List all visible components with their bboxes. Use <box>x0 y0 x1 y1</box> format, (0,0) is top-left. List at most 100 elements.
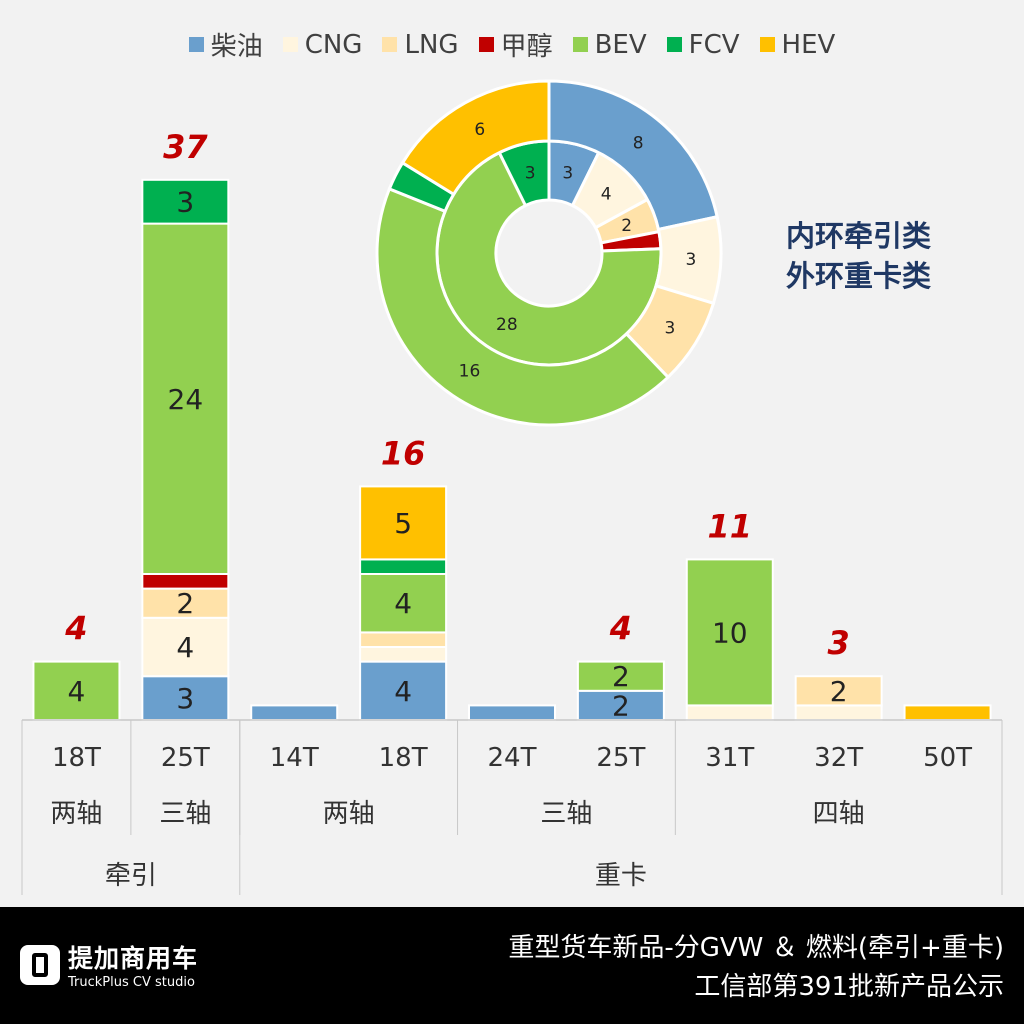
donut-slice-label: 3 <box>525 164 536 184</box>
category-label: 24T <box>488 743 537 773</box>
bar-segment-甲醇 <box>141 573 230 590</box>
legend-swatch <box>188 37 204 52</box>
bar-total-label: 4 <box>609 610 632 648</box>
legend-label: FCV <box>688 29 740 60</box>
bar-segment-label: 4 <box>176 631 194 664</box>
bar-segment-label: 2 <box>830 675 848 708</box>
legend-label: HEV <box>781 29 836 60</box>
logo: 提加商用车 TruckPlus CV studio <box>20 939 198 990</box>
legend-swatch <box>282 37 298 52</box>
bar-total-label: 16 <box>381 434 426 472</box>
legend-swatch <box>759 37 775 52</box>
bar-segment-BEV <box>141 222 230 575</box>
bar-segment-label: 10 <box>712 616 748 649</box>
donut-slice-label: 28 <box>496 315 518 335</box>
bar-total-label: 4 <box>64 610 87 648</box>
bar-segment-label: 4 <box>394 587 412 620</box>
logo-icon <box>20 944 60 985</box>
category-label: 14T <box>270 743 319 773</box>
note-outer: 外环重卡类 <box>786 259 932 293</box>
legend-item: LNG <box>382 26 459 63</box>
bar-segment-BEV <box>32 660 121 721</box>
type-group-label: 牵引 <box>105 861 157 891</box>
legend-item: CNG <box>282 26 363 63</box>
bar-total-label: 37 <box>163 128 208 166</box>
bar-total-label: 3 <box>828 624 850 662</box>
bar-segment-label: 4 <box>394 675 412 708</box>
axle-group-label: 三轴 <box>159 799 211 829</box>
bar-segment-label: 2 <box>176 587 194 620</box>
bar-segment-label: 4 <box>68 675 86 708</box>
bar-segment-BEV <box>576 660 665 692</box>
donut-slice-label: 2 <box>621 216 632 236</box>
logo-subtext: TruckPlus CV studio <box>68 975 195 990</box>
bar-segment-柴油 <box>468 704 556 722</box>
legend-swatch <box>478 37 494 52</box>
footer-subtitle: 工信部第391批新产品公示 <box>694 972 1004 1002</box>
type-group-label: 重卡 <box>595 861 647 891</box>
donut-slice-label: 4 <box>601 185 612 205</box>
legend-item: BEV <box>572 26 647 63</box>
note-inner: 内环牵引类 <box>786 219 932 253</box>
bar-segment-FCV <box>359 558 448 576</box>
bar-segment-label: 3 <box>176 186 194 219</box>
logo-text: 提加商用车 <box>68 944 199 973</box>
donut-slice-label: 8 <box>633 134 644 154</box>
bar-segment-HEV <box>903 704 992 722</box>
bar-segment-柴油 <box>250 704 339 722</box>
bar-segment-BEV <box>685 558 774 707</box>
category-label: 32T <box>814 743 863 773</box>
bar-segment-label: 2 <box>612 689 630 722</box>
donut-outer-slice-BEV <box>375 186 671 427</box>
bar-segment-label: 2 <box>612 660 630 693</box>
legend-item: FCV <box>666 26 740 63</box>
donut-slice-label: 6 <box>474 120 485 140</box>
bar-segment-柴油 <box>359 660 448 721</box>
footer: 提加商用车 TruckPlus CV studio 重型货车新品-分GVW ＆ … <box>0 907 1024 1024</box>
bar-segment-label: 3 <box>176 682 194 715</box>
category-label: 25T <box>161 743 210 773</box>
bar-segment-FCV <box>141 178 230 225</box>
donut-slice-label: 3 <box>685 250 696 270</box>
bar-segment-label: 24 <box>168 383 204 416</box>
footer-title: 重型货车新品-分GVW ＆ 燃料(牵引+重卡) <box>508 933 1004 963</box>
bar-segment-HEV <box>359 485 448 561</box>
donut-note: 内环牵引类 外环重卡类 <box>786 216 931 296</box>
bar-segment-CNG <box>685 704 774 722</box>
donut-slice-label: 3 <box>665 318 676 338</box>
category-label: 31T <box>705 743 754 773</box>
legend: 柴油 CNG LNG 甲醇 BEV FCV HEV <box>0 26 1024 63</box>
legend-swatch <box>666 37 682 52</box>
donut-outer-slice-HEV <box>400 79 551 197</box>
legend-label: LNG <box>404 29 459 60</box>
legend-label: 甲醇 <box>500 32 553 62</box>
donut-slice-label: 16 <box>459 362 481 382</box>
category-label: 18T <box>379 743 428 773</box>
bar-segment-label: 5 <box>394 507 412 540</box>
bar-segment-BEV <box>359 573 448 634</box>
bar-total-label: 11 <box>708 507 753 545</box>
axle-group-label: 四轴 <box>813 799 865 829</box>
legend-label: 柴油 <box>210 32 263 62</box>
legend-item: 柴油 <box>188 26 263 63</box>
bar-segment-LNG <box>359 631 448 649</box>
category-label: 50T <box>923 743 972 773</box>
footer-title-block: 重型货车新品-分GVW ＆ 燃料(牵引+重卡) 工信部第391批新产品公示 <box>508 929 1004 1007</box>
legend-label: CNG <box>304 29 363 60</box>
legend-item: HEV <box>759 26 836 63</box>
category-label: 25T <box>596 743 645 773</box>
bar-segment-LNG <box>794 675 883 707</box>
legend-swatch <box>382 37 398 52</box>
axle-group-label: 两轴 <box>50 799 102 829</box>
bar-segment-柴油 <box>576 689 665 721</box>
legend-swatch <box>572 37 588 52</box>
legend-item: 甲醇 <box>478 26 553 63</box>
category-label: 18T <box>52 743 101 773</box>
legend-label: BEV <box>594 29 647 60</box>
axle-group-label: 两轴 <box>323 799 375 829</box>
axle-group-label: 三轴 <box>540 799 592 829</box>
donut-slice-label: 3 <box>562 164 573 184</box>
bar-segment-CNG <box>359 646 448 663</box>
